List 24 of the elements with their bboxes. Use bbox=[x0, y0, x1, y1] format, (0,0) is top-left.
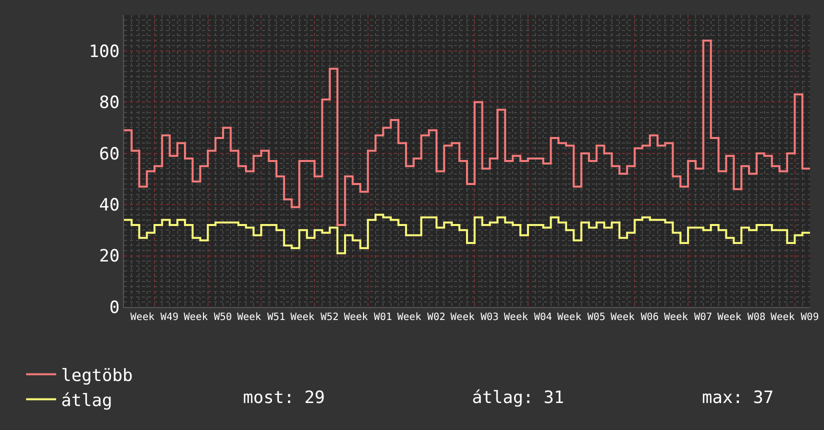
y-tick-label: 20 bbox=[99, 246, 120, 267]
x-tick-label: Week W06 bbox=[610, 312, 659, 323]
x-tick-label: Week W02 bbox=[397, 312, 446, 323]
y-tick-label: 80 bbox=[99, 93, 120, 114]
x-tick-label: Week W04 bbox=[504, 312, 552, 323]
y-tick-label: 0 bbox=[109, 298, 120, 318]
x-tick-label: Week W01 bbox=[344, 312, 392, 323]
legend-label: legtöbb bbox=[61, 366, 133, 386]
x-tick-label: Week W52 bbox=[290, 312, 339, 323]
x-tick-label: Week W05 bbox=[557, 312, 606, 323]
text: most: 29 bbox=[243, 388, 325, 408]
legend-label: átlag bbox=[61, 390, 112, 411]
x-tick-label: Week W50 bbox=[184, 312, 232, 323]
x-tick-label: Week W07 bbox=[664, 312, 712, 323]
x-tick-label: Week W08 bbox=[717, 312, 766, 323]
x-tick-label: Week W03 bbox=[450, 312, 499, 323]
x-tick-label: Week W49 bbox=[130, 312, 179, 323]
text: átlag: 31 bbox=[472, 388, 564, 408]
x-tick-label: Week W51 bbox=[237, 312, 286, 323]
y-tick-label: 40 bbox=[99, 195, 120, 216]
y-tick-label: 100 bbox=[88, 42, 120, 62]
y-tick-label: 60 bbox=[99, 144, 120, 164]
text: max: 37 bbox=[702, 388, 774, 408]
x-tick-label: Week W09 bbox=[770, 312, 819, 323]
